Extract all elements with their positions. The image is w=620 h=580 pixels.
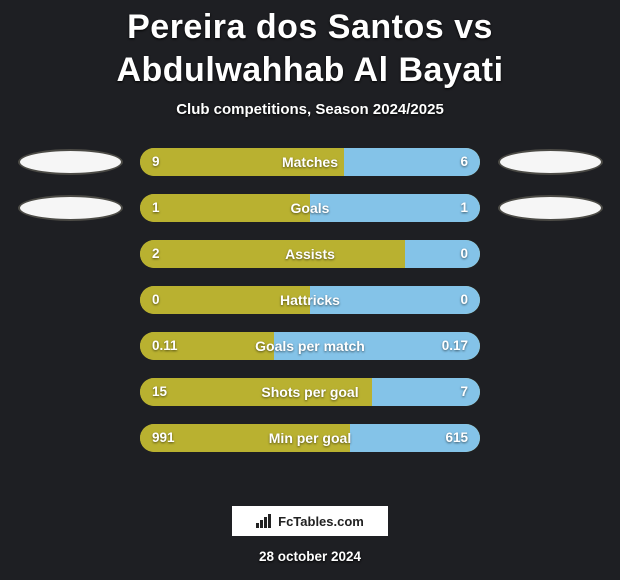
stat-bar: 11Goals bbox=[140, 194, 480, 222]
bar-segment-left bbox=[140, 148, 344, 176]
bar-segment-left bbox=[140, 194, 310, 222]
stat-value-right: 7 bbox=[460, 378, 468, 406]
stat-value-right: 0 bbox=[460, 240, 468, 268]
stat-row: 00Hattricks bbox=[0, 286, 620, 314]
page-title: Pereira dos Santos vs Abdulwahhab Al Bay… bbox=[0, 0, 620, 91]
stat-bar: 157Shots per goal bbox=[140, 378, 480, 406]
stat-value-right: 1 bbox=[460, 194, 468, 222]
stat-value-left: 991 bbox=[152, 424, 175, 452]
stat-row: 20Assists bbox=[0, 240, 620, 268]
right-logo-slot bbox=[480, 149, 620, 175]
bar-segment-right bbox=[310, 194, 480, 222]
chart-icon bbox=[256, 514, 272, 528]
brand-badge: FcTables.com bbox=[230, 504, 390, 538]
stat-bar: 96Matches bbox=[140, 148, 480, 176]
bar-segment-left bbox=[140, 286, 310, 314]
stat-row: 157Shots per goal bbox=[0, 378, 620, 406]
stat-row: 11Goals bbox=[0, 194, 620, 222]
stat-value-right: 0.17 bbox=[442, 332, 468, 360]
bar-segment-left bbox=[140, 240, 405, 268]
subtitle: Club competitions, Season 2024/2025 bbox=[0, 101, 620, 118]
stat-bar: 00Hattricks bbox=[140, 286, 480, 314]
team-right-logo bbox=[498, 195, 603, 221]
stat-value-right: 6 bbox=[460, 148, 468, 176]
stat-value-left: 1 bbox=[152, 194, 160, 222]
brand-text: FcTables.com bbox=[278, 514, 364, 529]
stat-row: 96Matches bbox=[0, 148, 620, 176]
stat-value-left: 0 bbox=[152, 286, 160, 314]
left-logo-slot bbox=[0, 149, 140, 175]
footer-date: 28 october 2024 bbox=[0, 549, 620, 564]
stat-value-right: 0 bbox=[460, 286, 468, 314]
right-logo-slot bbox=[480, 195, 620, 221]
bar-segment-left bbox=[140, 378, 372, 406]
stat-bar: 0.110.17Goals per match bbox=[140, 332, 480, 360]
stat-bar: 991615Min per goal bbox=[140, 424, 480, 452]
bar-segment-right bbox=[310, 286, 480, 314]
stat-bar: 20Assists bbox=[140, 240, 480, 268]
team-right-logo bbox=[498, 149, 603, 175]
left-logo-slot bbox=[0, 195, 140, 221]
team-left-logo bbox=[18, 195, 123, 221]
stats-container: 96Matches11Goals20Assists00Hattricks0.11… bbox=[0, 148, 620, 452]
bar-segment-right bbox=[405, 240, 480, 268]
stat-value-left: 15 bbox=[152, 378, 167, 406]
stat-row: 991615Min per goal bbox=[0, 424, 620, 452]
team-left-logo bbox=[18, 149, 123, 175]
stat-value-left: 2 bbox=[152, 240, 160, 268]
stat-value-left: 9 bbox=[152, 148, 160, 176]
stat-value-right: 615 bbox=[445, 424, 468, 452]
stat-row: 0.110.17Goals per match bbox=[0, 332, 620, 360]
stat-value-left: 0.11 bbox=[152, 332, 178, 360]
